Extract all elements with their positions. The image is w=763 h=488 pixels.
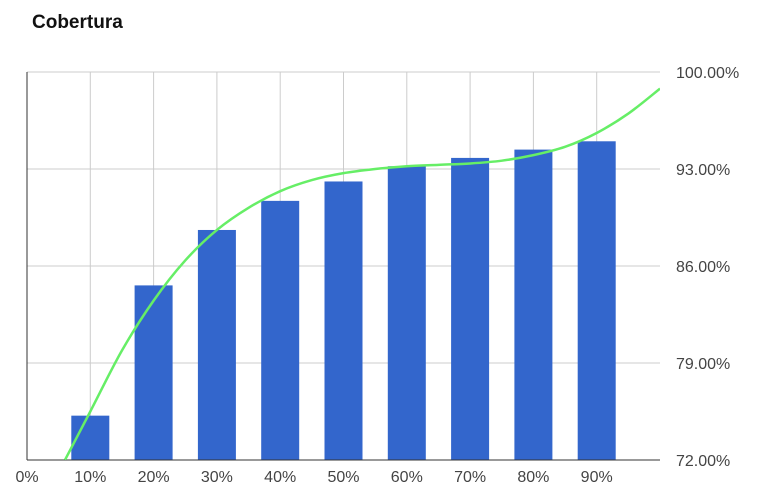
- bar-50%: [324, 181, 363, 460]
- bar-30%: [197, 229, 236, 460]
- y-tick-label-0: 72.00%: [676, 453, 730, 470]
- bar-80%: [514, 149, 553, 460]
- x-tick-label-6: 60%: [391, 469, 423, 486]
- bar-40%: [261, 200, 300, 460]
- bar-90%: [577, 141, 616, 461]
- x-tick-label-8: 80%: [517, 469, 549, 486]
- y-tick-label-1: 79.00%: [676, 356, 730, 373]
- bar-20%: [134, 285, 173, 460]
- x-tick-label-4: 40%: [264, 469, 296, 486]
- y-tick-label-2: 86.00%: [676, 259, 730, 276]
- bar-70%: [451, 157, 490, 460]
- trendline-path: [63, 87, 660, 460]
- x-tick-label-9: 90%: [581, 469, 613, 486]
- trendline-series: [63, 87, 660, 460]
- x-tick-label-5: 50%: [327, 469, 359, 486]
- chart-title: Cobertura: [32, 12, 123, 33]
- axes: [26, 72, 660, 461]
- y-tick-label-4: 100.00%: [676, 65, 739, 82]
- x-tick-label-3: 30%: [201, 469, 233, 486]
- y-tick-label-3: 93.00%: [676, 162, 730, 179]
- x-tick-label-0: 0%: [15, 469, 38, 486]
- x-tick-label-1: 10%: [74, 469, 106, 486]
- x-tick-label-2: 20%: [138, 469, 170, 486]
- y-axis-tick-labels: 72.00% 79.00% 86.00% 93.00% 100.00%: [676, 65, 739, 470]
- x-axis-tick-labels: 0% 10% 20% 30% 40% 50% 60% 70% 80% 90%: [15, 469, 612, 486]
- bar-60%: [387, 166, 426, 460]
- x-tick-label-7: 70%: [454, 469, 486, 486]
- bar-series: [71, 141, 616, 461]
